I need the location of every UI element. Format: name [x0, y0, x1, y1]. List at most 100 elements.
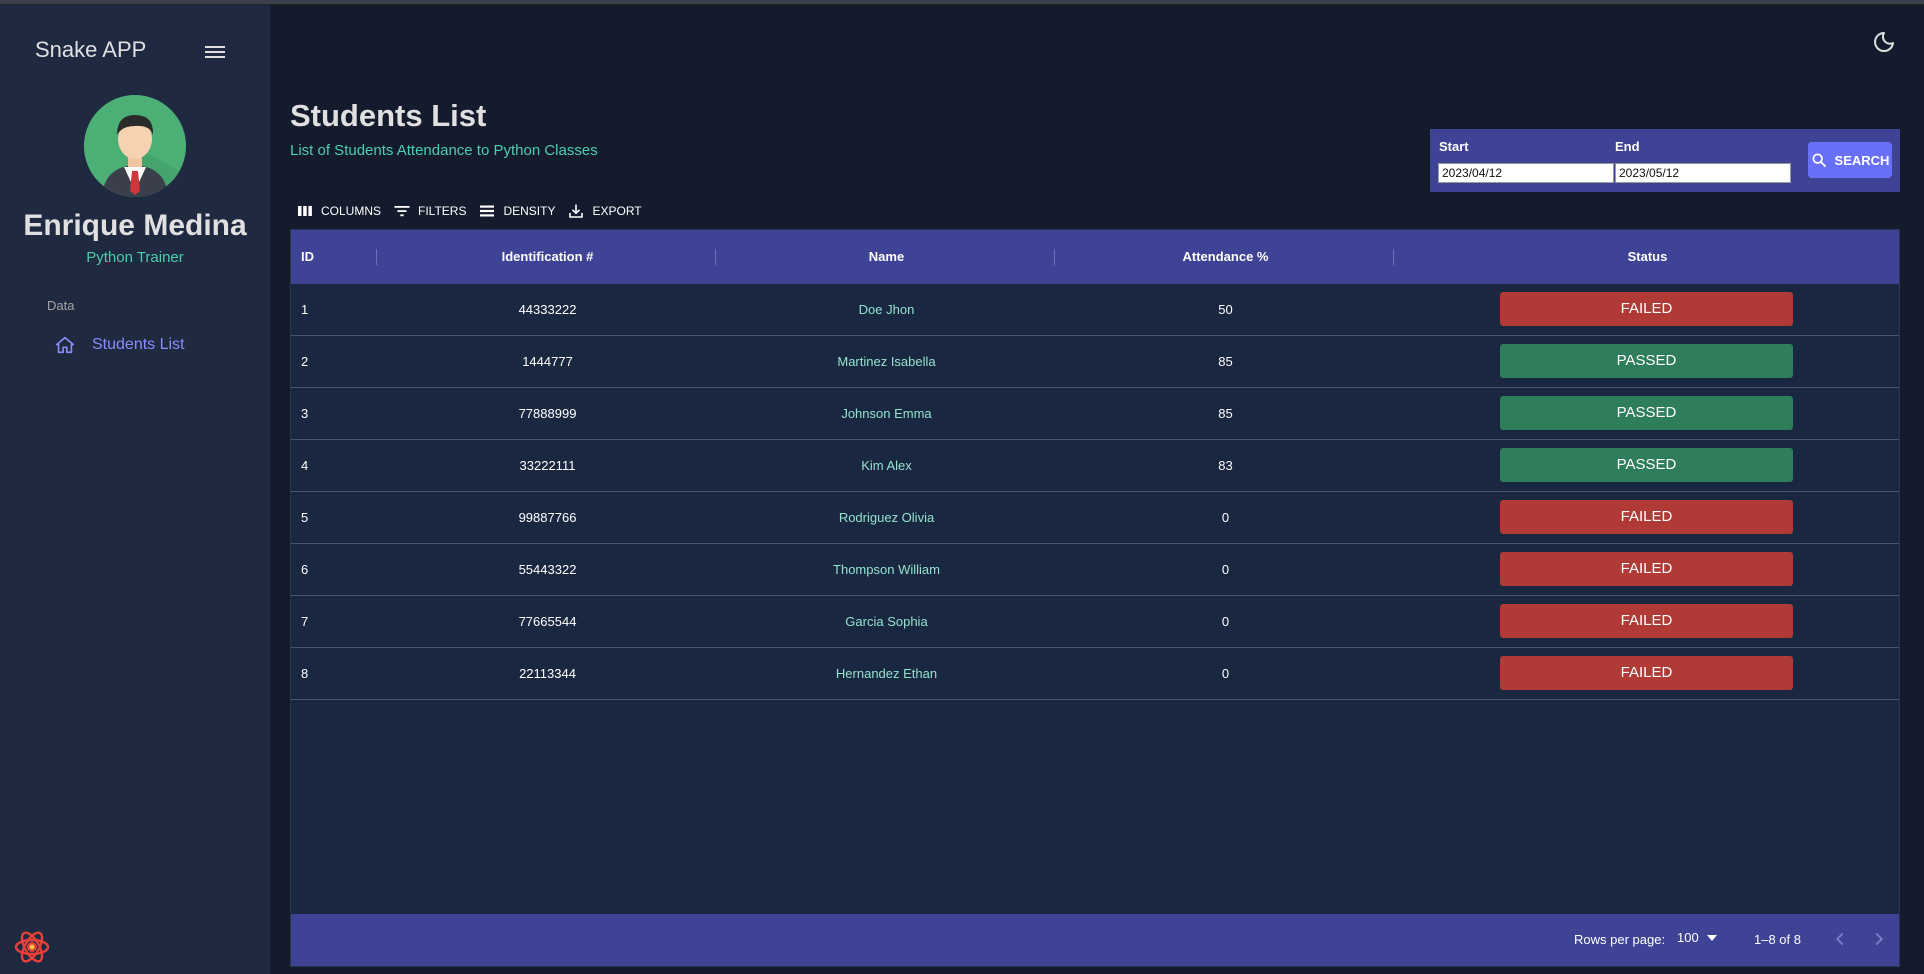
column-separator[interactable] — [1054, 249, 1055, 265]
sidebar: Snake APP Enrique Medina Python Trainer … — [0, 5, 270, 974]
menu-icon[interactable] — [203, 43, 227, 63]
rows-per-page-value: 100 — [1677, 930, 1699, 945]
table-row[interactable]: 4 33222111 Kim Alex 83 PASSED — [291, 440, 1899, 492]
cell-id: 3 — [301, 406, 309, 421]
column-separator[interactable] — [376, 249, 377, 265]
status-badge: FAILED — [1500, 552, 1793, 586]
cell-name: Martinez Isabella — [837, 354, 936, 369]
end-date-label: End — [1615, 139, 1640, 154]
table-header: ID Identification # Name Attendance % St… — [291, 230, 1899, 284]
cell-attendance: 85 — [1218, 406, 1233, 421]
export-button[interactable]: EXPORT — [568, 203, 642, 219]
home-icon — [55, 336, 75, 354]
table-row[interactable]: 2 1444777 Martinez Isabella 85 PASSED — [291, 336, 1899, 388]
start-date-input[interactable] — [1438, 163, 1614, 183]
status-badge: PASSED — [1500, 448, 1793, 482]
dark-mode-icon[interactable] — [1872, 30, 1896, 54]
column-header-attendance[interactable]: Attendance % — [1182, 249, 1269, 264]
cell-name: Kim Alex — [861, 458, 912, 473]
rows-per-page-select[interactable]: 100 — [1677, 930, 1717, 945]
cell-id: 1 — [301, 302, 309, 317]
table-row[interactable]: 8 22113344 Hernandez Ethan 0 FAILED — [291, 648, 1899, 700]
search-button-label: SEARCH — [1834, 152, 1890, 168]
status-badge: FAILED — [1500, 500, 1793, 534]
react-logo-icon[interactable] — [12, 927, 52, 967]
cell-identification: 22113344 — [519, 666, 576, 681]
filters-label: FILTERS — [418, 204, 467, 218]
user-name: Enrique Medina — [23, 209, 247, 242]
app-title: Snake APP — [35, 37, 147, 62]
export-label: EXPORT — [592, 204, 642, 218]
density-label: DENSITY — [503, 204, 556, 218]
cell-identification: 77665544 — [518, 614, 577, 629]
cell-attendance: 50 — [1218, 302, 1233, 317]
next-page-icon[interactable] — [1868, 928, 1890, 950]
cell-name: Garcia Sophia — [845, 614, 928, 629]
columns-label: COLUMNS — [321, 204, 382, 218]
cell-name: Johnson Emma — [841, 406, 932, 421]
section-label-data: Data — [47, 298, 75, 313]
cell-identification: 33222111 — [519, 458, 576, 473]
table-row[interactable]: 7 77665544 Garcia Sophia 0 FAILED — [291, 596, 1899, 648]
column-separator[interactable] — [1393, 249, 1394, 265]
status-badge: FAILED — [1500, 604, 1793, 638]
status-badge: PASSED — [1500, 396, 1793, 430]
column-header-id[interactable]: ID — [301, 249, 314, 264]
table-row[interactable]: 1 44333222 Doe Jhon 50 FAILED — [291, 284, 1899, 336]
avatar — [84, 95, 186, 197]
table-row[interactable]: 6 55443322 Thompson William 0 FAILED — [291, 544, 1899, 596]
column-header-identification[interactable]: Identification # — [501, 249, 594, 264]
density-icon — [480, 205, 495, 217]
filter-icon — [394, 206, 410, 217]
columns-button[interactable]: COLUMNS — [297, 203, 381, 219]
column-header-name[interactable]: Name — [868, 249, 905, 264]
cell-id: 6 — [301, 562, 309, 577]
cell-attendance: 0 — [1221, 562, 1230, 577]
start-date-label: Start — [1439, 139, 1469, 154]
cell-identification: 44333222 — [518, 302, 577, 317]
cell-identification: 77888999 — [518, 406, 577, 421]
cell-name: Doe Jhon — [858, 302, 915, 317]
cell-attendance: 85 — [1218, 354, 1233, 369]
page-subtitle: List of Students Attendance to Python Cl… — [290, 142, 598, 159]
cell-attendance: 83 — [1218, 458, 1233, 473]
download-icon — [569, 204, 584, 218]
density-button[interactable]: DENSITY — [479, 203, 555, 219]
date-filter-panel: Start End SEARCH — [1430, 129, 1900, 192]
column-header-status[interactable]: Status — [1627, 249, 1668, 264]
sidebar-item-students-list[interactable]: Students List — [54, 330, 185, 360]
cell-name: Hernandez Ethan — [835, 666, 938, 681]
cell-id: 7 — [301, 614, 309, 629]
cell-id: 5 — [301, 510, 309, 525]
cell-name: Thompson William — [833, 562, 940, 577]
students-table: ID Identification # Name Attendance % St… — [290, 229, 1900, 967]
table-row[interactable]: 3 77888999 Johnson Emma 85 PASSED — [291, 388, 1899, 440]
user-avatar-icon — [84, 95, 186, 197]
window-top-border — [0, 0, 1924, 5]
cell-id: 2 — [301, 354, 309, 369]
cell-id: 4 — [301, 458, 309, 473]
cell-name: Rodriguez Olivia — [838, 510, 935, 525]
column-separator[interactable] — [715, 249, 716, 265]
search-icon — [1812, 153, 1826, 167]
status-badge: PASSED — [1500, 344, 1793, 378]
user-role: Python Trainer — [86, 249, 184, 266]
grid-toolbar: COLUMNS FILTERS DENSITY EXPORT — [297, 200, 655, 222]
status-badge: FAILED — [1500, 656, 1793, 690]
cell-identification: 99887766 — [518, 510, 577, 525]
status-badge: FAILED — [1500, 292, 1793, 326]
cell-attendance: 0 — [1221, 614, 1230, 629]
table-row[interactable]: 5 99887766 Rodriguez Olivia 0 FAILED — [291, 492, 1899, 544]
cell-id: 8 — [301, 666, 309, 681]
sidebar-item-label: Students List — [92, 336, 185, 353]
end-date-input[interactable] — [1615, 163, 1791, 183]
cell-attendance: 0 — [1221, 510, 1230, 525]
pagination-range: 1–8 of 8 — [1754, 932, 1801, 947]
columns-icon — [298, 206, 312, 216]
rows-per-page-label: Rows per page: — [1574, 932, 1666, 947]
cell-identification: 1444777 — [522, 354, 573, 369]
page-title: Students List — [290, 98, 487, 133]
filters-button[interactable]: FILTERS — [394, 203, 466, 219]
previous-page-icon[interactable] — [1829, 928, 1851, 950]
search-button[interactable]: SEARCH — [1808, 142, 1892, 178]
